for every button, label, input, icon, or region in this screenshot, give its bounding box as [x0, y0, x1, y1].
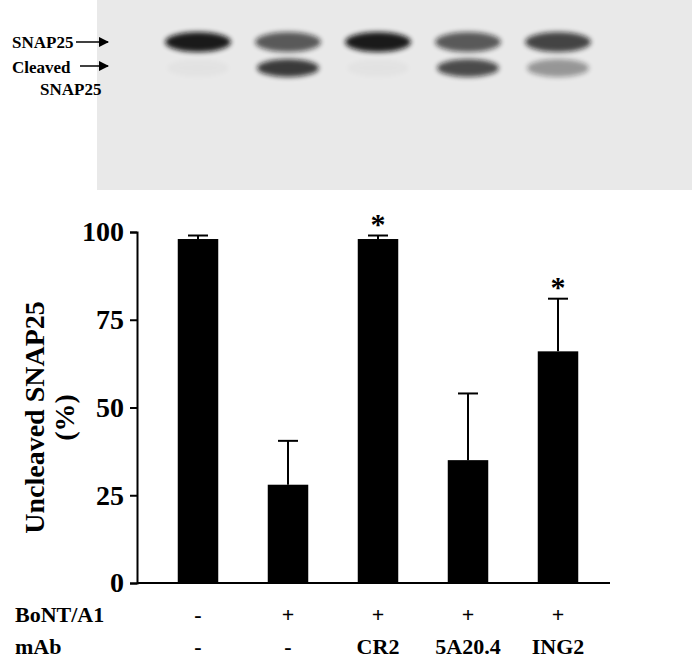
y-tick-label: 0 — [110, 567, 124, 598]
uncleaved-band — [525, 32, 591, 52]
row-label: mAb — [15, 634, 61, 659]
cleaved-band — [527, 59, 589, 77]
error-cap — [188, 235, 208, 237]
toxin-label: + — [282, 602, 295, 627]
figure: SNAP25 Cleaved SNAP25 0 25 50 75 100 Uncleaved S… — [0, 0, 692, 668]
x-tick-label: 5A20.4 — [435, 634, 500, 659]
uncleaved-band — [255, 32, 321, 52]
error-line — [557, 299, 559, 352]
error-line — [287, 441, 289, 485]
y-tick-label: 25 — [96, 480, 124, 511]
toxin-label: - — [194, 602, 201, 627]
y-tick: 0 — [110, 567, 137, 598]
toxin-label: + — [552, 602, 565, 627]
y-axis: 0 25 50 75 100 — [82, 216, 138, 598]
y-tick-label: 50 — [96, 392, 124, 423]
y-tick-mark — [130, 583, 137, 585]
y-axis-title: (%) — [49, 394, 80, 441]
y-tick: 75 — [96, 304, 137, 335]
blot-arrow — [76, 41, 108, 43]
blot-label: Cleaved — [12, 58, 71, 77]
bar — [358, 239, 399, 583]
y-tick-mark — [130, 319, 137, 321]
error-bar — [548, 299, 568, 352]
cleaved-band — [257, 59, 319, 77]
blot-label: SNAP25 — [12, 33, 73, 52]
y-tick-label: 75 — [96, 304, 124, 335]
y-tick-label: 100 — [82, 216, 124, 247]
cleaved-band — [167, 59, 229, 77]
bar — [448, 460, 489, 583]
x-tick-label: - — [284, 634, 291, 659]
significance-marker: * — [371, 207, 386, 240]
error-line — [467, 393, 469, 460]
blot: SNAP25 Cleaved SNAP25 — [12, 0, 692, 190]
significance-marker: * — [551, 270, 566, 303]
error-bar — [188, 236, 208, 240]
bar — [178, 239, 219, 583]
y-axis-title: Uncleaved SNAP25 — [19, 301, 50, 534]
bar — [268, 485, 309, 583]
cleaved-band — [437, 59, 499, 77]
toxin-label: + — [372, 602, 385, 627]
row-label: BoNT/A1 — [15, 602, 104, 627]
y-axis-line — [130, 233, 138, 584]
uncleaved-band — [435, 32, 501, 52]
plot-area — [178, 236, 579, 583]
x-tick-label: ING2 — [532, 634, 585, 659]
blot-background — [97, 0, 692, 190]
x-axis-line — [137, 582, 610, 584]
bar — [538, 351, 579, 583]
y-tick: 50 — [96, 392, 137, 423]
error-cap — [458, 392, 478, 394]
uncleaved-band — [165, 32, 231, 52]
y-tick-mark — [130, 232, 137, 234]
blot-label: SNAP25 — [40, 80, 101, 99]
error-cap — [278, 440, 298, 442]
y-tick-mark — [130, 407, 137, 409]
y-tick: 100 — [82, 216, 137, 247]
x-tick-label: CR2 — [357, 634, 400, 659]
y-tick: 25 — [96, 480, 137, 511]
x-tick-label: - — [194, 634, 201, 659]
blot-arrow — [80, 65, 108, 67]
error-bar — [278, 441, 298, 485]
error-bar — [458, 393, 478, 460]
uncleaved-band — [345, 32, 411, 52]
toxin-label: + — [462, 602, 475, 627]
cleaved-band — [347, 59, 409, 77]
y-tick-mark — [130, 495, 137, 497]
